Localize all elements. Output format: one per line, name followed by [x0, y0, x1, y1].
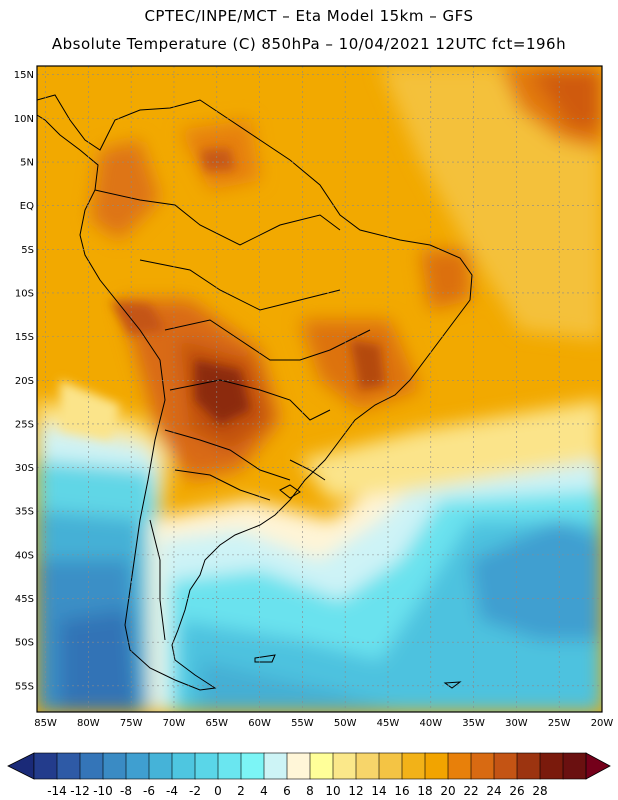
lon-label: 85W — [34, 718, 57, 729]
lon-label: 25W — [548, 718, 571, 729]
colorbar-segment — [194, 752, 219, 780]
colorbar-label: 18 — [417, 784, 432, 798]
lon-label: 70W — [163, 718, 186, 729]
coastlines — [37, 94, 473, 691]
lon-label: 80W — [77, 718, 100, 729]
lon-label: 20W — [591, 718, 614, 729]
colorbar-label: -2 — [189, 784, 201, 798]
map-frame — [36, 65, 603, 713]
colorbar-label: 2 — [237, 784, 245, 798]
colorbar-label: -4 — [166, 784, 178, 798]
lat-label: 55S — [15, 681, 34, 692]
colorbar-label: 6 — [283, 784, 291, 798]
colorbar-segment — [33, 752, 58, 780]
colorbar-high-arrow — [585, 752, 611, 780]
lon-label: 50W — [334, 718, 357, 729]
colorbar-label: -14 — [47, 784, 67, 798]
lon-label: 35W — [462, 718, 485, 729]
colorbar-segment — [447, 752, 472, 780]
colorbar-segment — [263, 752, 288, 780]
lat-label: 50S — [15, 638, 34, 649]
colorbar-segment — [539, 752, 564, 780]
colorbar-label: 16 — [394, 784, 409, 798]
colorbar-label: -10 — [93, 784, 113, 798]
colorbar-segment — [424, 752, 449, 780]
lat-label: 15N — [14, 70, 34, 81]
colorbar-segment — [516, 752, 541, 780]
colorbar-label: 24 — [486, 784, 501, 798]
lat-label: 45S — [15, 594, 34, 605]
lat-label: 5S — [21, 245, 34, 256]
lon-label: 65W — [205, 718, 228, 729]
lat-label: 15S — [15, 332, 34, 343]
header-title-line1: CPTEC/INPE/MCT – Eta Model 15km – GFS — [144, 7, 474, 25]
lon-label: 40W — [419, 718, 442, 729]
colorbar-label: 14 — [371, 784, 386, 798]
temperature-field — [37, 66, 602, 712]
lat-label: 20S — [15, 376, 34, 387]
colorbar-segment — [148, 752, 173, 780]
colorbar-segment — [79, 752, 104, 780]
lon-label: 45W — [377, 718, 400, 729]
lat-label: 25S — [15, 419, 34, 430]
colorbar-segment — [217, 752, 242, 780]
lat-label: EQ — [20, 201, 34, 212]
latitude-labels: 15N 10N 5N EQ 5S 10S 15S 20S 25S 30S 35S 40S 45S 50S 5… — [14, 70, 34, 692]
colorbar-segment — [401, 752, 426, 780]
colorbar-segment — [56, 752, 81, 780]
colorbar-segment — [286, 752, 311, 780]
colorbar-label: -6 — [143, 784, 155, 798]
lat-label: 10S — [15, 288, 34, 299]
colorbar-low-arrow — [7, 752, 35, 780]
lat-label: 30S — [15, 463, 34, 474]
lon-label: 55W — [291, 718, 314, 729]
colorbar-segment — [378, 752, 403, 780]
lon-label: 60W — [248, 718, 271, 729]
graticule — [37, 66, 603, 712]
lat-label: 40S — [15, 550, 34, 561]
colorbar-segment — [470, 752, 495, 780]
colorbar-segment — [102, 752, 127, 780]
colorbar-segment — [332, 752, 357, 780]
colorbar-segment — [240, 752, 265, 780]
lon-label: 75W — [120, 718, 143, 729]
colorbar-label: -8 — [120, 784, 132, 798]
colorbar-label: 10 — [325, 784, 340, 798]
colorbar-segment — [309, 752, 334, 780]
colorbar-labels: -14 -12 -10 -8 -6 -4 -2 0 2 4 6 8 10 12 14 16 18 20 22 24 26… — [47, 784, 547, 798]
colorbar-segment — [355, 752, 380, 780]
colorbar-label: 20 — [440, 784, 455, 798]
colorbar-label: 8 — [306, 784, 314, 798]
colorbar-segment — [562, 752, 587, 780]
colorbar-segment — [171, 752, 196, 780]
header-title-line2: Absolute Temperature (C) 850hPa – 10/04/… — [51, 35, 567, 53]
longitude-labels: 85W 80W 75W 70W 65W 60W 55W 50W 45W 40W 35W 30W 25W 2… — [34, 718, 613, 729]
colorbar-segments — [33, 752, 587, 780]
lat-label: 10N — [14, 114, 34, 125]
colorbar-label: 26 — [509, 784, 524, 798]
colorbar-label: 22 — [463, 784, 478, 798]
lon-label: 30W — [505, 718, 528, 729]
colorbar-label: 28 — [532, 784, 547, 798]
lat-label: 5N — [20, 158, 34, 169]
colorbar-label: 12 — [348, 784, 363, 798]
colorbar-segment — [493, 752, 518, 780]
colorbar-label: -12 — [70, 784, 90, 798]
colorbar-segment — [125, 752, 150, 780]
colorbar: -14 -12 -10 -8 -6 -4 -2 0 2 4 6 8 10 12 14 16 18 20 22 24 26… — [7, 752, 611, 798]
lat-label: 35S — [15, 507, 34, 518]
colorbar-label: 0 — [214, 784, 222, 798]
colorbar-label: 4 — [260, 784, 268, 798]
